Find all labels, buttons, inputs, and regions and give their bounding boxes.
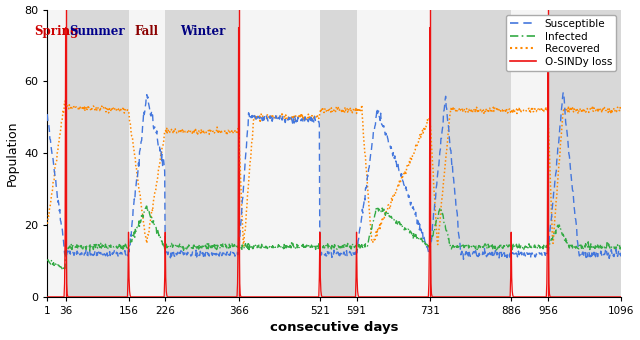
Susceptible [175, 254, 182, 258]
Infected [44, 259, 51, 263]
O-SINDy loss [487, 295, 495, 299]
Susceptible [44, 112, 51, 116]
Bar [430, 10, 511, 297]
Infected [596, 244, 604, 248]
Bar [129, 10, 165, 297]
Bar [356, 10, 430, 297]
Infected [274, 245, 282, 249]
Recovered [230, 131, 238, 135]
Susceptible [617, 254, 625, 258]
Susceptible [560, 90, 568, 95]
Bar [511, 10, 548, 297]
X-axis label: consecutive days: consecutive days [270, 321, 399, 335]
Infected [488, 244, 495, 248]
O-SINDy loss [44, 295, 51, 299]
Susceptible [487, 253, 495, 257]
Bar [320, 10, 356, 297]
Legend: Susceptible, Infected, Recovered, O-SINDy loss: Susceptible, Infected, Recovered, O-SIND… [506, 15, 616, 71]
Text: Fall: Fall [135, 24, 159, 38]
Bar [548, 10, 621, 297]
Recovered [617, 109, 625, 113]
Line: O-SINDy loss: O-SINDy loss [47, 28, 621, 297]
Infected [617, 245, 625, 249]
Infected [231, 244, 239, 248]
Bar [165, 10, 239, 297]
Infected [311, 244, 319, 249]
Recovered [311, 115, 319, 119]
Recovered [61, 99, 68, 103]
O-SINDy loss [617, 295, 625, 299]
Y-axis label: Population: Population [6, 120, 19, 186]
Susceptible [460, 257, 467, 261]
Recovered [175, 130, 182, 134]
Recovered [240, 244, 248, 248]
Text: Summer: Summer [69, 24, 125, 38]
O-SINDy loss [311, 295, 319, 299]
Bar [239, 10, 320, 297]
Recovered [44, 222, 51, 226]
Line: Recovered: Recovered [47, 101, 621, 246]
Infected [60, 267, 67, 271]
Infected [175, 243, 183, 247]
Text: Spring: Spring [34, 24, 78, 38]
Recovered [274, 114, 282, 118]
Line: Infected: Infected [47, 206, 621, 269]
Recovered [488, 109, 495, 113]
Line: Susceptible: Susceptible [47, 92, 621, 259]
Bar [66, 10, 129, 297]
O-SINDy loss [62, 26, 70, 30]
Bar [47, 10, 66, 297]
O-SINDy loss [595, 295, 603, 299]
Infected [143, 204, 150, 208]
Text: Winter: Winter [180, 24, 226, 38]
Susceptible [230, 251, 237, 255]
Susceptible [596, 251, 604, 255]
O-SINDy loss [175, 295, 182, 299]
O-SINDy loss [273, 295, 281, 299]
Susceptible [273, 116, 281, 120]
Recovered [596, 108, 604, 113]
O-SINDy loss [230, 295, 238, 299]
Susceptible [310, 121, 318, 125]
